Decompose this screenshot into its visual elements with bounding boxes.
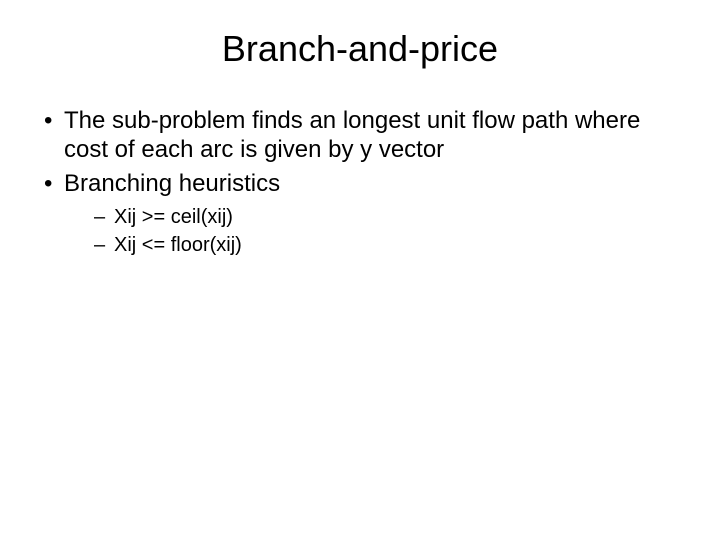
sub-bullet-item: Xij >= ceil(xij) bbox=[94, 204, 680, 230]
bullet-item: The sub-problem finds an longest unit fl… bbox=[40, 106, 680, 165]
sub-bullet-item: Xij <= floor(xij) bbox=[94, 232, 680, 258]
bullet-text: Branching heuristics bbox=[64, 170, 280, 197]
sub-bullet-list: Xij >= ceil(xij) Xij <= floor(xij) bbox=[64, 204, 680, 258]
bullet-list: The sub-problem finds an longest unit fl… bbox=[40, 106, 680, 258]
slide: Branch-and-price The sub-problem finds a… bbox=[0, 0, 720, 540]
slide-title: Branch-and-price bbox=[40, 28, 680, 70]
bullet-item: Branching heuristics Xij >= ceil(xij) Xi… bbox=[40, 169, 680, 258]
